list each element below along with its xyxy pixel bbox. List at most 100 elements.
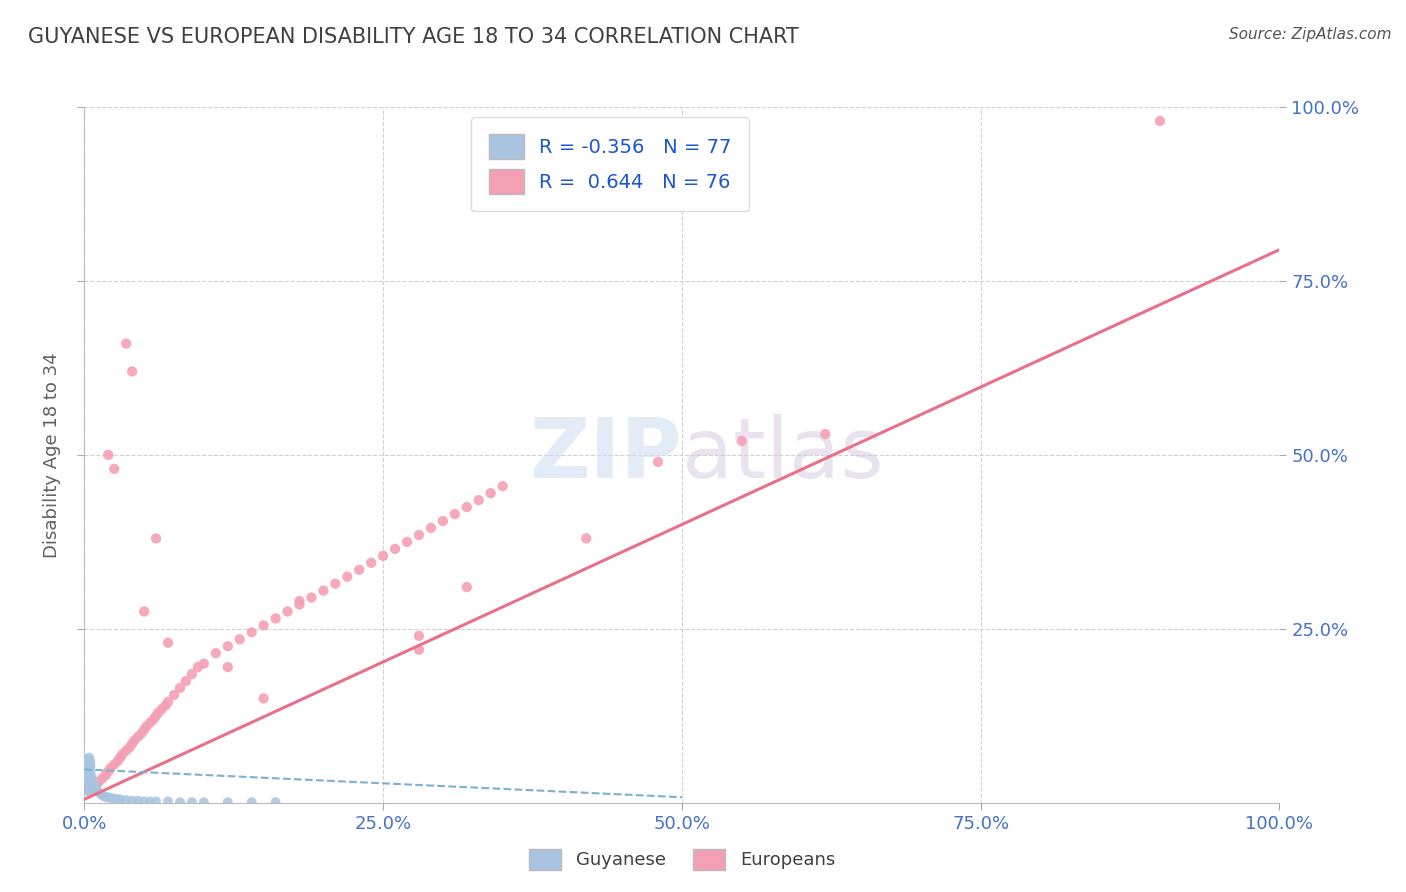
Point	[111, 747, 134, 761]
Point	[77, 773, 100, 788]
Point	[142, 712, 165, 726]
Point	[97, 790, 120, 805]
Point	[193, 657, 215, 671]
Point	[73, 754, 96, 768]
Point	[77, 750, 100, 764]
Point	[76, 768, 98, 782]
Point	[73, 763, 96, 777]
Point	[79, 754, 101, 768]
Point	[145, 794, 167, 808]
Point	[100, 791, 122, 805]
Point	[79, 780, 101, 795]
Point	[77, 775, 100, 789]
Point	[110, 792, 132, 806]
Point	[444, 507, 467, 521]
Point	[118, 740, 141, 755]
Point	[288, 594, 311, 608]
Point	[349, 563, 371, 577]
Point	[121, 794, 143, 808]
Point	[814, 427, 837, 442]
Point	[93, 789, 115, 803]
Point	[75, 753, 97, 767]
Point	[83, 776, 105, 790]
Point	[121, 737, 143, 751]
Point	[157, 794, 180, 808]
Point	[76, 764, 98, 779]
Point	[77, 769, 100, 783]
Point	[77, 763, 100, 777]
Point	[97, 764, 120, 779]
Point	[97, 448, 120, 462]
Point	[1149, 114, 1171, 128]
Point	[145, 532, 167, 546]
Point	[180, 795, 202, 809]
Point	[731, 434, 754, 448]
Point	[75, 766, 97, 780]
Point	[77, 759, 100, 773]
Point	[155, 698, 177, 713]
Point	[396, 535, 419, 549]
Point	[91, 772, 114, 786]
Point	[73, 772, 96, 786]
Point	[157, 636, 180, 650]
Point	[432, 514, 454, 528]
Point	[94, 790, 117, 805]
Point	[124, 733, 146, 747]
Point	[76, 768, 98, 782]
Point	[77, 757, 100, 772]
Point	[107, 792, 129, 806]
Text: GUYANESE VS EUROPEAN DISABILITY AGE 18 TO 34 CORRELATION CHART: GUYANESE VS EUROPEAN DISABILITY AGE 18 T…	[28, 27, 799, 46]
Point	[217, 795, 239, 809]
Point	[79, 778, 101, 792]
Point	[77, 766, 100, 780]
Point	[115, 744, 138, 758]
Point	[139, 794, 162, 808]
Point	[103, 462, 125, 476]
Point	[76, 776, 98, 790]
Point	[157, 695, 180, 709]
Point	[86, 778, 108, 792]
Y-axis label: Disability Age 18 to 34: Disability Age 18 to 34	[44, 352, 62, 558]
Point	[77, 764, 100, 779]
Point	[77, 761, 100, 775]
Point	[75, 772, 97, 786]
Point	[467, 493, 491, 508]
Point	[76, 766, 98, 780]
Point	[132, 723, 156, 737]
Point	[647, 455, 669, 469]
Point	[73, 778, 96, 792]
Point	[456, 580, 478, 594]
Point	[77, 769, 100, 783]
Point	[94, 768, 117, 782]
Point	[86, 783, 108, 797]
Point	[169, 681, 191, 695]
Point	[75, 756, 97, 770]
Point	[288, 598, 311, 612]
Point	[75, 772, 97, 786]
Point	[115, 793, 138, 807]
Point	[205, 646, 228, 660]
Point	[169, 795, 191, 809]
Point	[217, 660, 239, 674]
Point	[76, 761, 98, 775]
Point	[77, 773, 100, 788]
Point	[79, 764, 101, 779]
Point	[79, 783, 101, 797]
Point	[180, 667, 202, 681]
Point	[110, 750, 132, 764]
Point	[79, 773, 101, 788]
Point	[127, 794, 149, 808]
Point	[79, 785, 101, 799]
Point	[264, 795, 287, 809]
Point	[187, 660, 209, 674]
Point	[408, 642, 430, 657]
Point	[240, 625, 263, 640]
Point	[103, 757, 125, 772]
Point	[277, 605, 299, 619]
Point	[121, 364, 143, 378]
Point	[217, 639, 239, 653]
Point	[456, 500, 478, 514]
Text: ZIP: ZIP	[530, 415, 682, 495]
Point	[336, 570, 359, 584]
Point	[264, 611, 287, 625]
